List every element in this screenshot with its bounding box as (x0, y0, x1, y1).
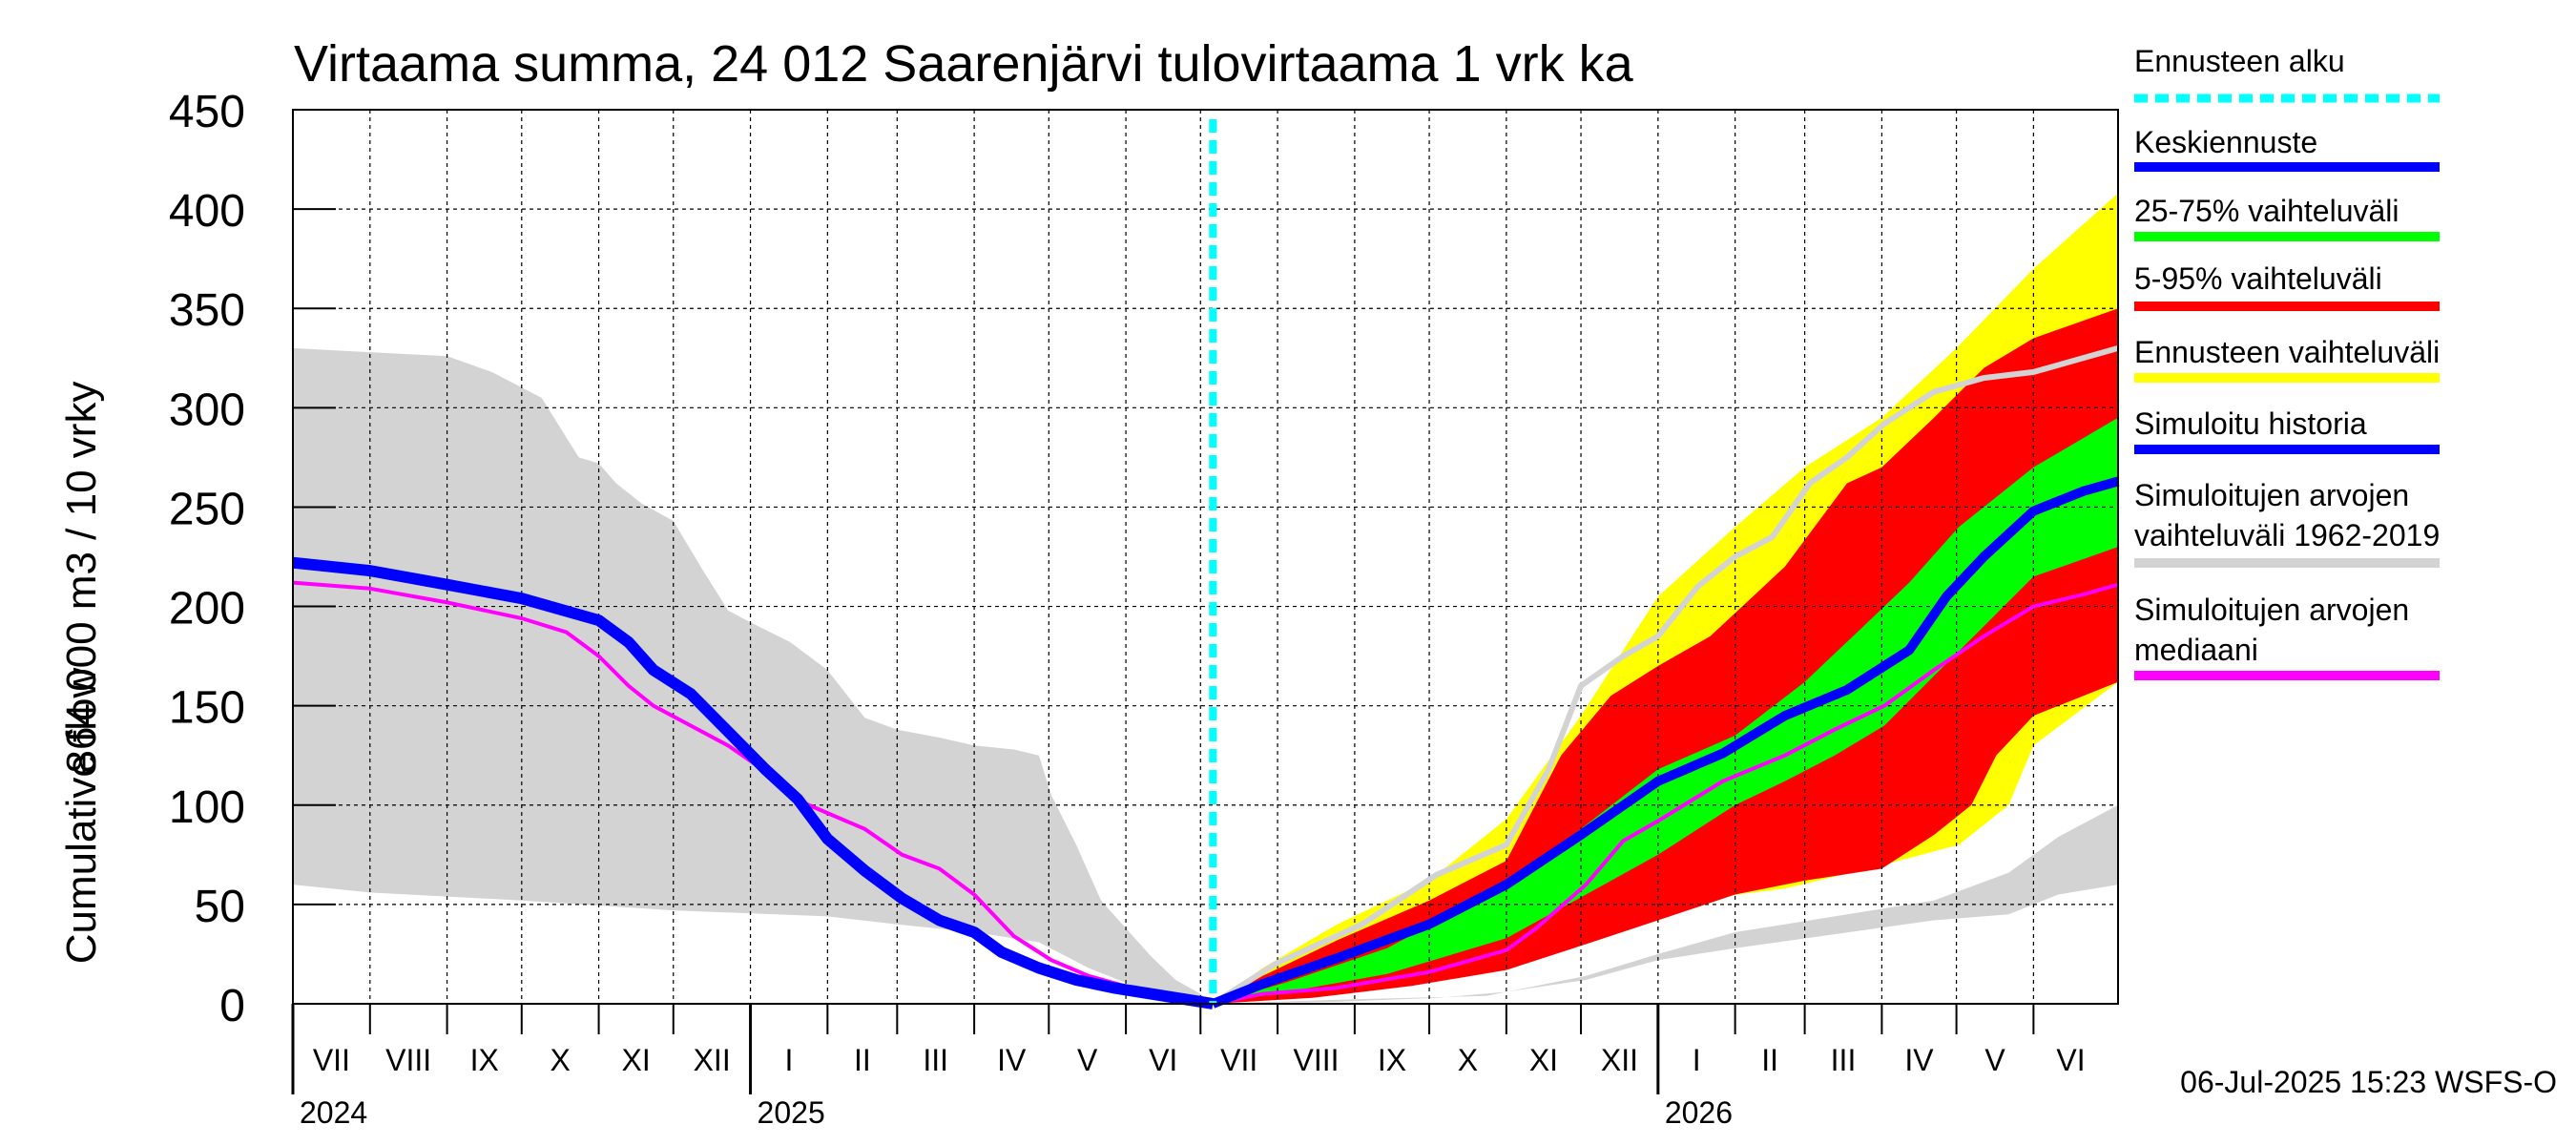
legend-label: Simuloitujen arvojen (2134, 593, 2409, 627)
x-month-label: X (551, 1043, 571, 1077)
plot-areas (293, 193, 2118, 1004)
x-month-label: II (1761, 1043, 1778, 1077)
legend-label: Simuloitujen arvojen (2134, 478, 2409, 512)
legend-label: Ennusteen alku (2134, 44, 2345, 78)
x-month-label: V (1077, 1043, 1098, 1077)
x-month-label: XI (1529, 1043, 1558, 1077)
y-tick-label: 350 (169, 285, 245, 336)
legend-label: 5-95% vaihteluväli (2134, 261, 2382, 296)
x-month-label: XII (694, 1043, 731, 1077)
x-month-label: VII (313, 1043, 350, 1077)
y-tick-label: 450 (169, 87, 245, 137)
y-tick-label: 200 (169, 584, 245, 635)
x-month-label: XII (1601, 1043, 1638, 1077)
x-month-label: XI (622, 1043, 651, 1077)
simulated-history-line (292, 556, 1215, 1010)
x-month-label: IV (1904, 1043, 1934, 1077)
legend: Ennusteen alku Keskiennuste 25-75% vaihtel… (2134, 44, 2440, 680)
x-month-label: I (1693, 1043, 1701, 1077)
x-year-label: 2026 (1665, 1095, 1733, 1130)
legend-label: Ennusteen vaihteluväli (2134, 335, 2440, 369)
hist-range-upper-future-line (1211, 345, 2119, 1007)
plot-frame (292, 109, 2119, 1005)
x-month-label: VII (1220, 1043, 1257, 1077)
x-month-label: V (1984, 1043, 2005, 1077)
y-tick-label: 100 (169, 782, 245, 833)
x-month-label: X (1458, 1043, 1478, 1077)
x-month-label: III (923, 1043, 948, 1077)
x-month-label: III (1831, 1043, 1857, 1077)
chart-title: Virtaama summa, 24 012 Saarenjärvi tulov… (294, 35, 1634, 93)
x-month-label: VIII (1293, 1043, 1339, 1077)
y-axis-label-units: 864 000 m3 / 10 vrky (58, 382, 105, 774)
y-axis-label-text: Cumulative flow (58, 668, 105, 965)
y-tick-label: 400 (169, 186, 245, 237)
legend-label: mediaani (2134, 633, 2258, 667)
legend-label: 25-75% vaihteluväli (2134, 194, 2399, 228)
x-year-label: 2025 (758, 1095, 825, 1130)
x-month-label: VI (2056, 1043, 2085, 1077)
y-tick-label: 50 (195, 882, 245, 932)
x-year-label: 2024 (300, 1095, 367, 1130)
legend-label: Simuloitu historia (2134, 406, 2367, 441)
series-lines (292, 119, 2120, 1010)
footer-timestamp: 06-Jul-2025 15:23 WSFS-O (2180, 1065, 2557, 1099)
forecast-5-95-band (1213, 308, 2118, 1004)
y-tick-label: 150 (169, 683, 245, 734)
x-month-label: VI (1149, 1043, 1177, 1077)
legend-label: vaihteluväli 1962-2019 (2134, 518, 2440, 552)
y-tick-label: 250 (169, 484, 245, 534)
x-month-label: II (854, 1043, 871, 1077)
forecast-25-75-band (1213, 417, 2118, 1004)
y-tick-label: 0 (219, 981, 245, 1031)
x-month-label: VIII (385, 1043, 431, 1077)
legend-label: Keskiennuste (2134, 125, 2317, 159)
x-month-label: IX (1378, 1043, 1406, 1077)
median-forecast-line (1212, 582, 2119, 1006)
hist-range-band-past (293, 347, 1214, 1004)
x-month-label: IX (470, 1043, 499, 1077)
x-month-label: I (785, 1043, 794, 1077)
mean-forecast-line (1211, 476, 2120, 1009)
y-tick-label: 300 (169, 385, 245, 435)
x-month-label: IV (997, 1043, 1027, 1077)
